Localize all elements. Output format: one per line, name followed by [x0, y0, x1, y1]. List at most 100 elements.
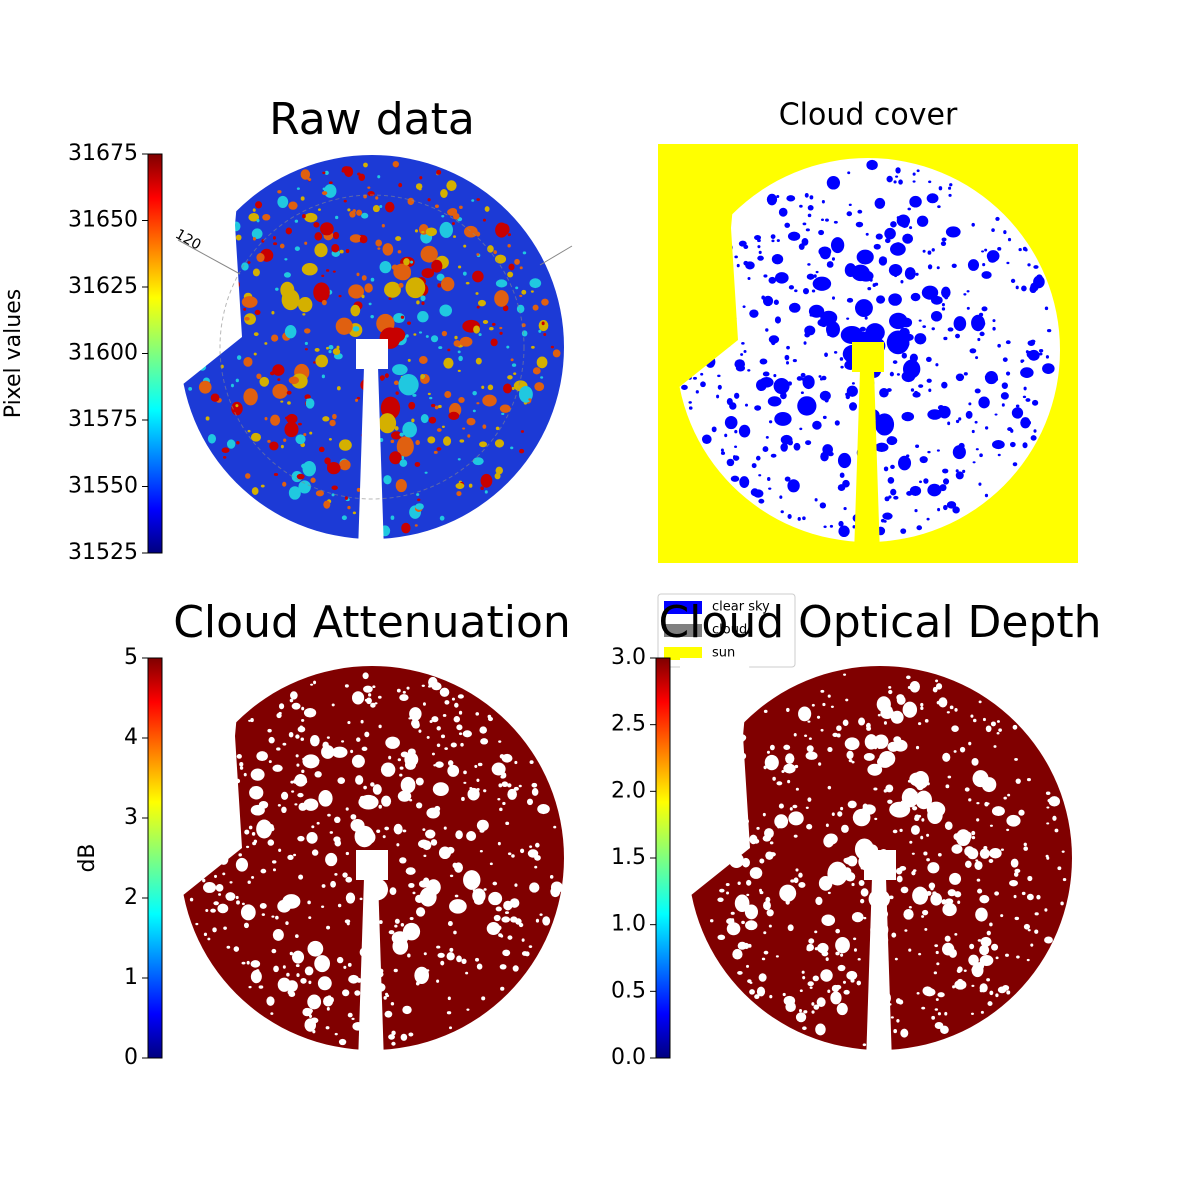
cloud-blob: [364, 283, 373, 293]
cloud-blob: [338, 439, 352, 451]
cloud-blob: [303, 432, 307, 437]
cloud-blob: [902, 359, 921, 379]
cloud-blob: [498, 740, 502, 743]
cloud-blob: [339, 249, 344, 254]
cloud-blob: [503, 900, 513, 911]
cloud-blob: [804, 332, 810, 338]
cloud-blob: [300, 737, 304, 741]
cloud-blob: [250, 970, 262, 984]
cloud-blob: [688, 406, 693, 410]
cloud-blob: [297, 726, 306, 733]
cloud-blob: [1042, 363, 1055, 374]
cloud-blob: [277, 195, 289, 209]
cloud-blob: [893, 739, 908, 752]
cloud-blob: [912, 172, 916, 176]
cloud-blob: [968, 798, 972, 802]
cloud-blob: [203, 882, 217, 893]
cloud-blob: [534, 865, 538, 869]
cloud-blob: [301, 706, 305, 711]
cloud-blob: [210, 393, 220, 402]
cloud-blob: [846, 211, 853, 217]
cloud-blob: [333, 836, 341, 843]
cloud-blob: [282, 742, 287, 746]
cloud-blob: [331, 243, 340, 253]
cloud-blob: [844, 530, 848, 534]
cloud-blob: [444, 747, 448, 751]
cloud-blob: [987, 1001, 993, 1006]
cloud-blob: [745, 261, 755, 270]
cloud-blob: [731, 918, 735, 921]
cloud-blob: [412, 393, 417, 397]
cloud-blob: [846, 297, 854, 303]
cloud-blob: [819, 502, 827, 509]
cloud-blob: [991, 228, 995, 232]
cloud-blob: [277, 378, 281, 381]
cloud-blob: [949, 183, 953, 187]
cloud-blob: [820, 969, 833, 982]
cloud-blob: [273, 965, 279, 973]
cloud-blob: [991, 943, 999, 951]
cloud-blob: [378, 724, 382, 729]
cloud-blob: [255, 201, 263, 209]
cloud-blob: [309, 431, 313, 435]
cloud-blob: [457, 458, 461, 461]
cloud-blob: [793, 732, 797, 737]
cloud-blob: [189, 897, 194, 902]
cloud-blob: [827, 989, 831, 994]
cloud-blob: [425, 227, 437, 237]
cloud-blob: [909, 195, 922, 208]
cloud-blob: [437, 952, 445, 958]
cloud-blob: [927, 862, 940, 874]
cloud-blob: [243, 388, 258, 406]
cloud-blob: [1045, 355, 1050, 359]
cloud-blob: [1005, 340, 1011, 345]
cloud-blob: [522, 251, 527, 255]
cloud-blob: [787, 231, 801, 241]
cloud-blob: [273, 242, 278, 246]
cloud-blob: [296, 957, 300, 961]
cloud-blob: [802, 1026, 807, 1031]
cloud-blob: [296, 763, 300, 767]
cloud-blob: [500, 934, 504, 938]
cloud-blob: [473, 325, 480, 334]
cloud-blob: [787, 479, 800, 493]
cloud-blob: [377, 247, 381, 250]
cloud-blob: [214, 874, 218, 878]
cloud-blob: [738, 424, 751, 438]
cloud-blob: [251, 228, 263, 240]
cloud-blob: [719, 888, 725, 893]
cloud-blob: [930, 892, 942, 906]
cloud-blob: [827, 861, 848, 886]
cloud-blob: [901, 787, 919, 808]
cloud-blob: [941, 381, 948, 389]
cloud-blob: [825, 957, 829, 962]
cloud-blob: [716, 394, 720, 399]
cloud-blob: [895, 175, 899, 178]
cloud-blob: [332, 413, 337, 420]
cloud-blob: [491, 762, 506, 776]
cloud-blob: [1026, 777, 1031, 782]
cloud-blob: [448, 411, 460, 420]
cloud-blob: [779, 884, 797, 902]
cloud-blob: [807, 720, 811, 723]
cloud-blob: [412, 891, 416, 895]
cloud-blob: [463, 781, 467, 784]
cloud-blob: [330, 880, 336, 888]
cloud-blob: [823, 834, 835, 848]
cloud-blob: [315, 490, 324, 497]
cloud-blob: [957, 966, 963, 973]
cloud-blob: [400, 922, 405, 927]
cloud-blob: [420, 414, 429, 424]
cloud-blob: [762, 812, 766, 817]
cloud-blob: [531, 345, 535, 349]
cloud-blob: [1031, 399, 1039, 406]
cloud-blob: [797, 517, 801, 521]
cloud-blob: [236, 355, 242, 360]
cloud-blob: [235, 404, 239, 408]
cloud-blob: [883, 697, 889, 703]
cloud-blob: [726, 891, 730, 895]
cloud-blob: [1023, 842, 1027, 847]
panel-title: Cloud cover: [779, 98, 958, 133]
cloud-blob: [377, 695, 382, 699]
